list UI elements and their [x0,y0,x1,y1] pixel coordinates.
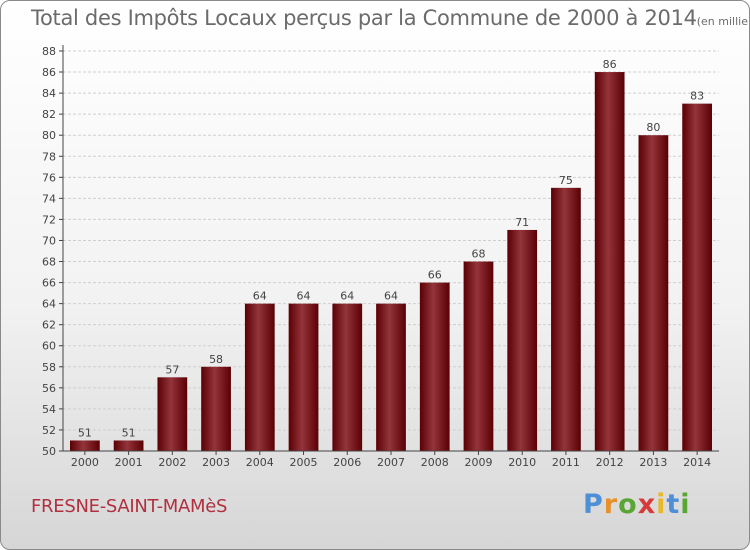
x-tick-label: 2008 [421,456,449,469]
x-axis-ticks: 2000 2001 2002 2003 2004 2005 2006 2007 2008 2009… [71,451,711,469]
bar-2010 [507,229,538,451]
y-tick-label: 58 [42,361,56,374]
data-label-2004: 64 [253,290,267,303]
bar-2008 [419,282,450,451]
data-label-2007: 64 [384,290,398,303]
y-tick-label: 80 [42,129,56,142]
data-label-2009: 68 [471,248,485,261]
data-labels: 51 51 57 58 64 64 64 64 66 68 71 75 86 80 83 [78,58,704,439]
x-tick-label: 2002 [158,456,186,469]
x-tick-label: 2003 [202,456,230,469]
bar-2013 [638,135,669,452]
bar-2002 [157,377,188,451]
x-tick-label: 2010 [508,456,536,469]
logo-letter: i [656,489,667,520]
y-tick-label: 50 [42,445,56,458]
chart-title: Total des Impôts Locaux perçus par la Co… [31,6,749,30]
y-tick-label: 72 [42,213,56,226]
data-label-2005: 64 [297,290,311,303]
y-tick-label: 74 [42,192,56,205]
y-tick-label: 66 [42,277,56,290]
y-tick-label: 86 [42,66,56,79]
y-tick-label: 76 [42,171,56,184]
bar-2011 [551,187,581,451]
x-tick-label: 2012 [596,456,624,469]
x-tick-label: 2009 [464,456,492,469]
data-label-2008: 66 [428,269,442,282]
y-tick-label: 82 [42,108,56,121]
y-tick-label: 88 [42,45,56,58]
x-tick-label: 2007 [377,456,405,469]
y-axis-ticks: 50 52 54 56 58 60 62 64 66 68 70 72 74 76 78 80 82 84 86 88 [42,45,63,458]
y-tick-label: 60 [42,340,56,353]
y-tick-label: 78 [42,150,56,163]
commune-name: FRESNE-SAINT-MAMèS [31,496,228,517]
x-tick-label: 2000 [71,456,99,469]
bars [69,72,713,452]
x-tick-label: 2004 [246,456,274,469]
axes [62,45,719,452]
x-tick-label: 2011 [552,456,580,469]
x-tick-label: 2001 [115,456,143,469]
bar-2000 [69,440,100,451]
logo-letter: o [618,489,638,520]
y-tick-label: 70 [42,234,56,247]
data-label-2006: 64 [340,290,354,303]
data-label-2014: 83 [690,90,704,103]
y-tick-label: 62 [42,319,56,332]
data-label-2000: 51 [78,426,92,439]
x-tick-label: 2014 [683,456,711,469]
data-label-2010: 71 [515,216,529,229]
proxiti-logo: Proxiti [583,489,691,520]
bar-2012 [594,72,625,451]
x-tick-label: 2013 [639,456,667,469]
logo-letter: i [680,489,691,520]
data-label-2003: 58 [209,353,223,366]
bar-2006 [332,303,363,451]
bar-2004 [244,303,275,451]
logo-letter: r [603,489,619,520]
bar-2001 [113,440,144,451]
logo-letter: P [583,489,604,520]
y-tick-label: 68 [42,256,56,269]
data-label-2002: 57 [165,363,179,376]
bar-2009 [463,261,494,451]
y-tick-label: 54 [42,403,56,416]
y-tick-label: 84 [42,87,56,100]
title-text: Total des Impôts Locaux perçus par la Co… [31,6,697,30]
bar-2007 [376,303,406,451]
logo-letter: x [637,489,657,520]
data-label-2011: 75 [559,174,573,187]
data-label-2001: 51 [122,426,136,439]
bar-2005 [288,303,319,451]
x-tick-label: 2005 [290,456,318,469]
x-tick-label: 2006 [333,456,361,469]
logo-letter: t [666,489,681,520]
title-unit: (en milliers d'€) [696,15,749,28]
data-label-2013: 80 [646,121,660,134]
y-tick-label: 56 [42,382,56,395]
y-tick-label: 52 [42,424,56,437]
data-label-2012: 86 [603,58,617,71]
bar-2003 [201,366,231,451]
y-tick-label: 64 [42,298,56,311]
bar-2014 [682,103,713,451]
